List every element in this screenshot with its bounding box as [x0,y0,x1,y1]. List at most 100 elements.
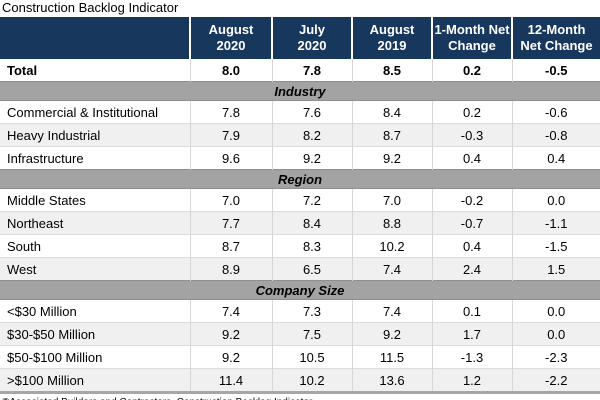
cell-value: 8.5 [351,59,432,82]
table-body: Total 8.0 7.8 8.5 0.2 -0.5 Industry Comm… [0,59,600,393]
cell-value: 7.4 [351,299,432,323]
table-row-total: Total 8.0 7.8 8.5 0.2 -0.5 [0,59,600,82]
cell-value: -2.3 [511,345,600,369]
cell-value: 0.2 [431,100,512,124]
cell-value: 7.0 [189,188,272,212]
cell-value: 9.2 [271,146,352,170]
table-row: Middle States 7.0 7.2 7.0 -0.2 0.0 [0,188,600,212]
cell-value: 0.0 [511,299,600,323]
table-row: $30-$50 Million 9.2 7.5 9.2 1.7 0.0 [0,322,600,346]
row-label: $50-$100 Million [0,345,190,369]
page-title: Construction Backlog Indicator [2,0,179,15]
section-header-company-size: Company Size [0,280,600,300]
section-title: Region [0,169,600,189]
header-row: August 2020 July 2020 August 2019 1-Mont… [0,17,600,59]
cell-value: -1.1 [511,211,600,235]
cell-value: 10.2 [351,234,432,258]
row-label: Heavy Industrial [0,123,190,147]
cell-value: 8.2 [271,123,352,147]
cell-value: -0.2 [431,188,512,212]
cell-value: 0.0 [511,322,600,346]
row-label: Total [0,59,190,82]
cell-value: 0.2 [431,59,512,82]
cell-value: -1.5 [511,234,600,258]
cell-value: 8.8 [351,211,432,235]
cell-value: 13.6 [351,368,432,393]
cell-value: 9.2 [351,146,432,170]
cell-value: 7.8 [189,100,272,124]
cell-value: 1.5 [511,257,600,281]
cell-value: 1.7 [431,322,512,346]
cell-value: 7.0 [351,188,432,212]
cell-value: 7.7 [189,211,272,235]
backlog-table: August 2020 July 2020 August 2019 1-Mont… [0,17,600,394]
section-header-industry: Industry [0,81,600,101]
col-header-july-2020: July 2020 [271,17,352,59]
cell-value: -0.3 [431,123,512,147]
row-label: West [0,257,190,281]
cell-value: 9.2 [189,345,272,369]
table-row: <$30 Million 7.4 7.3 7.4 0.1 0.0 [0,299,600,323]
cell-value: 0.4 [511,146,600,170]
cell-value: 8.4 [351,100,432,124]
cell-value: 11.5 [351,345,432,369]
table-header: August 2020 July 2020 August 2019 1-Mont… [0,17,600,59]
cell-value: 9.2 [351,322,432,346]
cell-value: -0.5 [511,59,600,82]
col-header-empty [0,17,190,59]
section-title: Company Size [0,280,600,300]
col-header-august-2020: August 2020 [189,17,272,59]
row-label: $30-$50 Million [0,322,190,346]
cell-value: 8.0 [189,59,272,82]
cell-value: 0.4 [431,234,512,258]
cell-value: 8.7 [351,123,432,147]
cell-value: 8.4 [271,211,352,235]
cell-value: 9.2 [189,322,272,346]
cell-value: 8.7 [189,234,272,258]
cell-value: 2.4 [431,257,512,281]
cell-value: 11.4 [189,368,272,393]
table-row: Infrastructure 9.6 9.2 9.2 0.4 0.4 [0,146,600,170]
cell-value: 6.5 [271,257,352,281]
cell-value: 7.8 [271,59,352,82]
table-row: Heavy Industrial 7.9 8.2 8.7 -0.3 -0.8 [0,123,600,147]
cell-value: 9.6 [189,146,272,170]
source-note: ©Associated Builders and Contractors, Co… [0,394,600,400]
col-header-august-2019: August 2019 [351,17,432,59]
cell-value: 1.2 [431,368,512,393]
table-row: West 8.9 6.5 7.4 2.4 1.5 [0,257,600,281]
row-label: Northeast [0,211,190,235]
cell-value: 8.3 [271,234,352,258]
cell-value: -2.2 [511,368,600,393]
cell-value: 0.1 [431,299,512,323]
row-label: <$30 Million [0,299,190,323]
cell-value: 7.5 [271,322,352,346]
cell-value: 7.6 [271,100,352,124]
cell-value: 10.2 [271,368,352,393]
cell-value: 0.4 [431,146,512,170]
section-title: Industry [0,81,600,101]
section-header-region: Region [0,169,600,189]
cell-value: -1.3 [431,345,512,369]
cell-value: 7.4 [351,257,432,281]
cell-value: 7.4 [189,299,272,323]
row-label: Commercial & Institutional [0,100,190,124]
cell-value: 0.0 [511,188,600,212]
row-label: >$100 Million [0,368,190,393]
table-row: Commercial & Institutional 7.8 7.6 8.4 0… [0,100,600,124]
row-label: Infrastructure [0,146,190,170]
table-row: South 8.7 8.3 10.2 0.4 -1.5 [0,234,600,258]
row-label: South [0,234,190,258]
col-header-12-month-net-change: 12-Month Net Change [511,17,600,59]
cell-value: 7.9 [189,123,272,147]
cell-value: -0.7 [431,211,512,235]
cell-value: 8.9 [189,257,272,281]
cell-value: -0.6 [511,100,600,124]
cell-value: -0.8 [511,123,600,147]
col-header-1-month-net-change: 1-Month Net Change [431,17,512,59]
table-row: Northeast 7.7 8.4 8.8 -0.7 -1.1 [0,211,600,235]
table-row: >$100 Million 11.4 10.2 13.6 1.2 -2.2 [0,368,600,393]
cell-value: 7.3 [271,299,352,323]
cell-value: 10.5 [271,345,352,369]
